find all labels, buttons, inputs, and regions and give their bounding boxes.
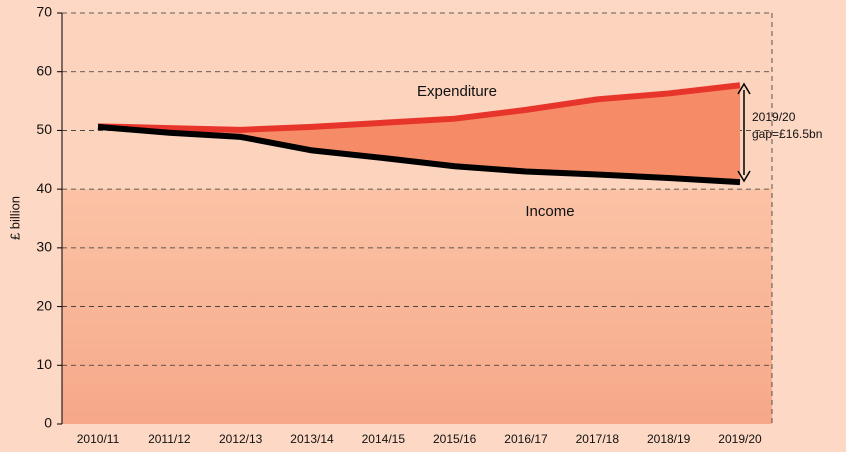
y-tick-label: 50 [36,121,52,137]
x-tick-label: 2019/20 [718,432,762,446]
x-tick-label: 2013/14 [290,432,334,446]
gap-arrow [737,82,751,183]
y-tick-label: 30 [36,239,52,255]
y-tick-label: 20 [36,297,52,313]
series-label: Expenditure [417,83,497,100]
y-tick-label: 60 [36,62,52,78]
series-line [97,82,741,133]
y-tick-label: 70 [36,4,52,20]
series-line [97,123,741,186]
x-tick-label: 2012/13 [219,432,263,446]
x-tick-label: 2011/12 [148,432,191,446]
y-tick-label: 40 [36,180,52,196]
x-tick-label: 2018/19 [647,432,691,446]
lines [97,82,741,186]
x-tick-label: 2010/11 [77,432,120,446]
annotation: 2019/20 [752,110,796,124]
y-axis-label: £ billion [7,196,22,240]
gap-area [98,85,740,183]
annotation: gap=£16.5bn [752,127,822,141]
x-tick-label: 2015/16 [433,432,477,446]
x-tick-label: 2017/18 [576,432,620,446]
y-tick-label: 0 [44,415,52,431]
x-tick-label: 2016/17 [504,432,548,446]
x-tick-label: 2014/15 [362,432,406,446]
series-label: Income [525,203,574,220]
y-tick-label: 10 [36,356,52,372]
